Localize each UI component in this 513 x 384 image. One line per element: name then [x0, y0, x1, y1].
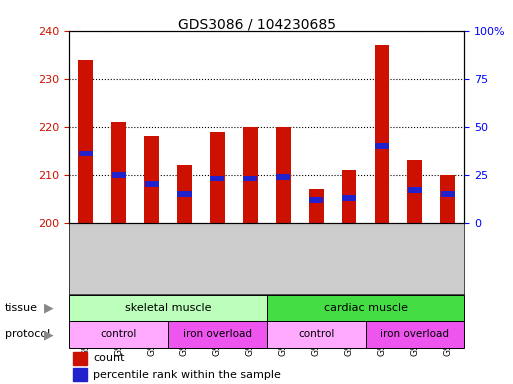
Bar: [69, 295, 267, 321]
Text: GDS3086 / 104230685: GDS3086 / 104230685: [177, 17, 336, 31]
Bar: [267, 321, 365, 348]
Text: iron overload: iron overload: [380, 329, 449, 339]
Text: ▶: ▶: [44, 328, 53, 341]
Bar: [342, 170, 357, 223]
Text: control: control: [101, 329, 137, 339]
Text: skeletal muscle: skeletal muscle: [125, 303, 211, 313]
Text: tissue: tissue: [5, 303, 38, 313]
Text: ▶: ▶: [44, 301, 53, 314]
Bar: [112, 172, 126, 177]
Bar: [276, 174, 290, 180]
Bar: [441, 191, 455, 197]
Bar: [342, 195, 356, 200]
Bar: [73, 351, 87, 365]
Bar: [440, 175, 455, 223]
Bar: [78, 151, 93, 156]
Bar: [210, 131, 225, 223]
Bar: [73, 368, 87, 381]
Text: protocol: protocol: [5, 329, 50, 339]
Text: iron overload: iron overload: [183, 329, 252, 339]
Bar: [375, 143, 389, 149]
Bar: [267, 295, 464, 321]
Bar: [111, 122, 126, 223]
Bar: [243, 127, 258, 223]
Bar: [309, 189, 324, 223]
Text: cardiac muscle: cardiac muscle: [324, 303, 407, 313]
Bar: [210, 176, 224, 181]
Bar: [78, 60, 93, 223]
Bar: [69, 321, 168, 348]
Bar: [145, 182, 159, 187]
Bar: [177, 165, 192, 223]
Bar: [309, 197, 323, 202]
Bar: [243, 176, 258, 181]
Bar: [168, 321, 267, 348]
Text: percentile rank within the sample: percentile rank within the sample: [93, 370, 281, 380]
Bar: [276, 127, 291, 223]
Bar: [408, 187, 422, 193]
Text: control: control: [298, 329, 334, 339]
Bar: [374, 45, 389, 223]
Bar: [407, 160, 422, 223]
Bar: [177, 191, 191, 197]
Text: count: count: [93, 353, 125, 363]
Bar: [365, 321, 464, 348]
Bar: [144, 136, 159, 223]
